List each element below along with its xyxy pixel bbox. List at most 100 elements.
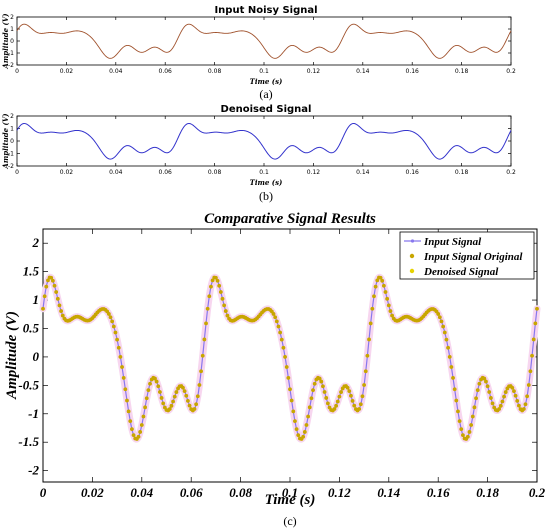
panel-b: Denoised Signal -2 -1 0 1 2 0 0.02 0.04 0.06 0.0…: [1, 104, 516, 203]
original-signal-marker: [131, 433, 136, 438]
y-tick-label: 1: [10, 26, 14, 33]
y-tick-label: -0.5: [18, 377, 39, 392]
original-signal-marker: [278, 330, 283, 335]
original-signal-marker: [390, 313, 394, 318]
original-signal-marker: [528, 369, 533, 374]
original-signal-marker: [360, 394, 365, 399]
original-signal-marker: [115, 337, 119, 342]
original-signal-marker: [118, 355, 123, 359]
original-signal-marker: [311, 388, 315, 393]
original-signal-marker: [373, 284, 378, 289]
original-signal-marker: [531, 337, 536, 342]
x-tick-label: 0.2: [506, 68, 516, 75]
original-signal-marker: [362, 383, 366, 387]
original-signal-marker: [225, 313, 230, 318]
original-signal-marker: [349, 393, 353, 398]
original-signal-marker: [456, 409, 460, 414]
original-signal-marker: [363, 369, 368, 374]
x-tick-label: 0.18: [455, 68, 469, 75]
panel-c-legend: Input Signal Input Signal Original Denoi…: [399, 231, 535, 280]
x-tick-label: 0: [40, 485, 47, 500]
original-signal-marker: [451, 376, 455, 380]
panel-a-sublabel: (a): [259, 87, 272, 101]
original-signal-marker: [194, 402, 199, 407]
original-signal-marker: [161, 401, 166, 406]
original-signal-marker: [284, 365, 289, 369]
x-tick-label: 0.14: [356, 68, 370, 75]
original-signal-marker: [510, 385, 515, 390]
original-signal-marker: [199, 369, 203, 374]
original-signal-marker: [465, 434, 470, 439]
x-tick-label: 0.08: [208, 169, 222, 176]
original-signal-marker: [309, 396, 314, 401]
original-signal-marker: [482, 376, 487, 381]
original-signal-marker: [533, 321, 538, 326]
original-signal-marker: [375, 278, 380, 283]
original-signal-marker: [158, 390, 162, 394]
original-signal-marker: [153, 376, 157, 381]
original-signal-marker: [322, 390, 327, 394]
original-signal-marker: [347, 389, 352, 394]
original-signal-marker: [156, 384, 161, 389]
original-signal-marker: [55, 296, 60, 301]
original-signal-marker: [143, 405, 147, 410]
original-signal-marker: [526, 383, 531, 387]
original-signal-marker: [467, 430, 472, 434]
panel-a-x-ticks: 0 0.02 0.04 0.06 0.08 0.1 0.12 0.14 0.16 0.18 0.2: [15, 17, 516, 75]
x-tick-label: 0.08: [208, 68, 222, 75]
original-signal-marker: [110, 319, 115, 324]
original-signal-marker: [345, 385, 350, 390]
panel-c-markers: [41, 275, 539, 441]
y-tick-label: 0: [10, 138, 14, 145]
original-signal-marker: [141, 414, 146, 419]
original-signal-marker: [512, 389, 516, 394]
original-signal-marker: [42, 294, 47, 299]
original-signal-marker: [139, 423, 144, 427]
panel-c-xlabel: Time (s): [265, 492, 316, 508]
original-signal-marker: [144, 396, 149, 401]
original-signal-marker: [291, 409, 296, 414]
original-signal-marker: [210, 278, 215, 283]
x-tick-label: 0.2: [529, 485, 546, 500]
original-signal-marker: [469, 423, 474, 427]
original-signal-marker: [357, 407, 362, 411]
original-signal-marker: [125, 398, 129, 403]
x-tick-label: 0.06: [159, 169, 173, 176]
original-signal-marker: [60, 313, 65, 318]
original-signal-marker: [485, 384, 490, 389]
panel-a-axes: [16, 16, 512, 66]
original-signal-marker: [487, 390, 492, 394]
panel-c-y-ticks: -2 -1.5 -1 -0.5 0 0.5 1 1.5 2: [18, 235, 537, 478]
original-signal-marker: [136, 434, 141, 439]
original-signal-marker: [205, 306, 210, 311]
panel-a-title: Input Noisy Signal: [214, 5, 317, 16]
original-signal-marker: [513, 393, 518, 398]
original-signal-marker: [192, 407, 197, 411]
x-tick-label: 0.12: [307, 68, 321, 75]
original-signal-marker: [441, 324, 446, 329]
original-signal-marker: [459, 427, 464, 432]
original-signal-marker: [319, 379, 324, 384]
panel-b-title: Denoised Signal: [221, 104, 312, 115]
original-signal-marker: [535, 306, 539, 311]
original-signal-marker: [447, 355, 452, 359]
original-signal-marker: [457, 419, 462, 423]
original-signal-marker: [498, 403, 503, 408]
panel-a: Input Noisy Signal -2 -1 0 1 2 0 0.02 0.04 0.06…: [1, 5, 516, 101]
original-signal-marker: [502, 394, 506, 399]
panel-b-y-ticks: -2 -1 0 1 2: [8, 113, 511, 170]
original-signal-marker: [383, 290, 388, 294]
original-signal-marker: [281, 345, 286, 350]
original-signal-marker: [57, 303, 62, 308]
original-signal-marker: [365, 353, 370, 358]
original-signal-marker: [204, 321, 208, 326]
x-tick-label: 0.02: [60, 68, 74, 75]
original-signal-marker: [148, 381, 152, 386]
original-signal-marker: [195, 394, 200, 399]
original-signal-marker: [130, 427, 134, 432]
panel-c-sublabel: (c): [283, 514, 296, 528]
original-signal-marker: [296, 433, 301, 438]
original-signal-marker: [197, 383, 202, 387]
y-tick-label: 1.5: [23, 264, 40, 279]
original-signal-marker: [500, 399, 505, 404]
